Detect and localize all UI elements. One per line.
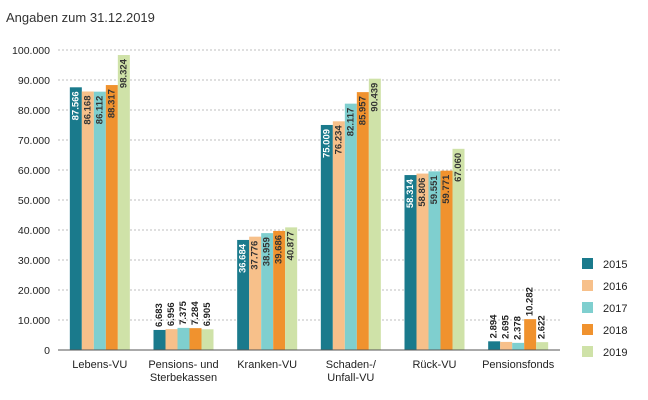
value-label: 86.112 bbox=[94, 96, 105, 125]
legend-label: 2015 bbox=[603, 259, 627, 271]
value-label: 90.439 bbox=[369, 83, 380, 112]
bar-2018 bbox=[189, 328, 202, 350]
x-category-label: Lebens-VU bbox=[72, 359, 127, 371]
y-axis-ticks: 0 10.000 20.000 30.000 40.000 50.000 60.000 70.… bbox=[12, 45, 50, 357]
gridlines bbox=[58, 49, 560, 321]
y-tick-label: 50.000 bbox=[18, 195, 50, 207]
y-tick-label: 10.000 bbox=[18, 315, 50, 327]
bar-2017 bbox=[512, 342, 525, 350]
value-label: 2.622 bbox=[537, 315, 548, 339]
bar-2019 bbox=[452, 148, 465, 350]
x-category-label: Kranken-VU bbox=[237, 359, 297, 371]
value-label: 58.806 bbox=[417, 178, 428, 207]
value-label: 7.284 bbox=[190, 301, 201, 325]
y-tick-label: 20.000 bbox=[18, 285, 50, 297]
bar-2017 bbox=[177, 327, 190, 350]
x-category-label: Pensions- und bbox=[148, 359, 218, 371]
bar-2018 bbox=[440, 170, 453, 350]
x-category-label: Unfall-VU bbox=[327, 372, 374, 384]
y-tick-label: 60.000 bbox=[18, 165, 50, 177]
y-tick-label: 0 bbox=[44, 345, 50, 357]
bar-2017 bbox=[344, 103, 357, 350]
bar-2016 bbox=[249, 236, 262, 350]
bar-2017 bbox=[93, 91, 106, 350]
bar-2015 bbox=[153, 329, 166, 350]
value-label: 10.282 bbox=[525, 287, 536, 316]
bar-2016 bbox=[165, 329, 178, 350]
legend-label: 2019 bbox=[603, 347, 627, 359]
bar-2017 bbox=[261, 233, 274, 350]
value-label: 75.009 bbox=[321, 129, 332, 158]
value-label: 59.551 bbox=[429, 175, 440, 205]
bar-2016 bbox=[500, 341, 513, 350]
bar-2019 bbox=[117, 55, 130, 350]
value-label: 58.314 bbox=[405, 178, 416, 208]
bar-2015 bbox=[69, 87, 82, 350]
value-label: 98.324 bbox=[118, 58, 129, 88]
value-label: 88.317 bbox=[106, 89, 117, 118]
value-label: 59.771 bbox=[441, 174, 452, 204]
chart-subtitle: Angaben zum 31.12.2019 bbox=[6, 10, 155, 25]
value-label: 76.234 bbox=[333, 125, 344, 155]
bar-2018 bbox=[356, 92, 369, 350]
bar-2019 bbox=[285, 227, 298, 350]
bars bbox=[69, 55, 549, 351]
bar-2018 bbox=[273, 230, 286, 350]
bar-2016 bbox=[81, 91, 94, 350]
bar-2019 bbox=[201, 329, 214, 350]
legend-swatch-2016 bbox=[582, 280, 593, 291]
value-label: 85.957 bbox=[357, 96, 368, 125]
y-tick-label: 70.000 bbox=[18, 135, 50, 147]
legend: 2015 2016 2017 2018 2019 bbox=[582, 258, 627, 359]
y-tick-label: 40.000 bbox=[18, 225, 50, 237]
value-label: 38.959 bbox=[262, 237, 273, 266]
bar-2016 bbox=[416, 173, 429, 350]
bar-2019 bbox=[368, 78, 381, 351]
legend-label: 2018 bbox=[603, 325, 627, 337]
bar-2015 bbox=[320, 124, 333, 351]
value-label: 40.877 bbox=[286, 231, 297, 260]
value-label: 82.117 bbox=[345, 108, 356, 137]
bar-2015 bbox=[237, 239, 250, 350]
value-label: 36.684 bbox=[238, 243, 249, 273]
y-tick-label: 100.000 bbox=[12, 45, 50, 57]
legend-swatch-2018 bbox=[582, 324, 593, 335]
value-label: 6.905 bbox=[202, 302, 213, 326]
value-label: 39.686 bbox=[274, 235, 285, 264]
value-label: 7.375 bbox=[178, 300, 189, 324]
bar-2015 bbox=[404, 175, 417, 350]
value-label: 87.566 bbox=[70, 91, 81, 120]
value-label: 2.695 bbox=[501, 314, 512, 338]
y-tick-label: 30.000 bbox=[18, 255, 50, 267]
bar-2018 bbox=[524, 319, 537, 350]
bar-2019 bbox=[536, 342, 549, 350]
bar-2015 bbox=[488, 341, 501, 350]
value-label: 2.378 bbox=[513, 316, 524, 340]
x-category-label: Sterbekassen bbox=[150, 372, 217, 384]
y-tick-label: 90.000 bbox=[18, 75, 50, 87]
legend-swatch-2019 bbox=[582, 346, 593, 357]
x-category-label: Pensionsfonds bbox=[482, 359, 555, 371]
value-label: 37.776 bbox=[250, 241, 261, 270]
value-label: 2.894 bbox=[489, 314, 500, 338]
value-label: 67.060 bbox=[453, 153, 464, 182]
legend-swatch-2017 bbox=[582, 302, 593, 313]
legend-label: 2016 bbox=[603, 281, 627, 293]
value-label: 6.683 bbox=[154, 303, 165, 327]
bar-2018 bbox=[105, 85, 118, 350]
value-label: 86.168 bbox=[82, 95, 93, 124]
value-label: 6.956 bbox=[166, 302, 177, 326]
legend-label: 2017 bbox=[603, 303, 627, 315]
bar-2017 bbox=[428, 171, 441, 350]
legend-swatch-2015 bbox=[582, 258, 593, 269]
x-category-label: Rück-VU bbox=[412, 359, 456, 371]
y-tick-label: 80.000 bbox=[18, 105, 50, 117]
x-category-label: Schaden-/ bbox=[326, 359, 377, 371]
bar-2016 bbox=[332, 121, 345, 350]
